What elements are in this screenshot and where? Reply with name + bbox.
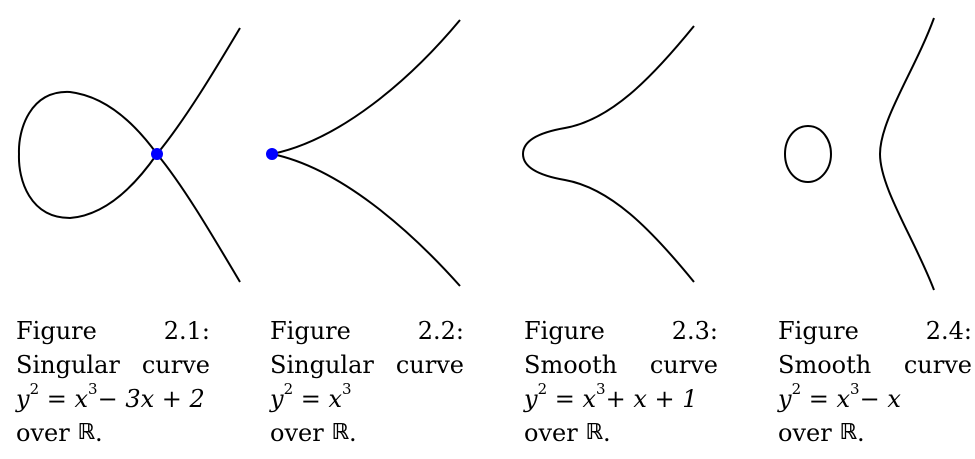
caption-title: Figure 2.4: <box>778 314 972 348</box>
caption-field: over ℝ. <box>524 416 718 450</box>
curve-kind: Smooth <box>524 351 618 379</box>
caption-field: over ℝ. <box>16 416 210 450</box>
caption-field: over ℝ. <box>270 416 464 450</box>
caption-title: Figure 2.1: <box>16 314 210 348</box>
curve-plot-2-2 <box>266 19 461 287</box>
curve-plot-2-3 <box>521 25 695 283</box>
curve-word: curve <box>903 351 972 379</box>
elliptic-curve-2-4-branch <box>878 17 935 291</box>
curve-plot-2-4 <box>783 17 935 291</box>
caption-kind: Singular curve <box>16 348 210 382</box>
elliptic-curve-2-4-oval <box>783 124 833 184</box>
caption-title: Figure 2.2: <box>270 314 464 348</box>
caption-kind: Smooth curve <box>778 348 972 382</box>
field-symbol: ℝ <box>585 420 603 445</box>
figure-number: 2.1: <box>163 317 210 345</box>
figure-label: Figure <box>16 317 97 345</box>
figure-label: Figure <box>778 317 859 345</box>
elliptic-curve-2-2 <box>271 19 461 287</box>
caption-kind: Singular curve <box>270 348 464 382</box>
caption-field: over ℝ. <box>778 416 972 450</box>
figure-number: 2.4: <box>925 317 972 345</box>
figure-label: Figure <box>270 317 351 345</box>
field-symbol: ℝ <box>77 420 95 445</box>
caption-title: Figure 2.3: <box>524 314 718 348</box>
curve-word: curve <box>395 351 464 379</box>
caption-kind: Smooth curve <box>524 348 718 382</box>
field-symbol: ℝ <box>839 420 857 445</box>
curve-plot-2-1 <box>17 27 241 283</box>
curve-kind: Smooth <box>778 351 872 379</box>
curve-kind: Singular <box>270 351 374 379</box>
curve-word: curve <box>649 351 718 379</box>
figure-number: 2.2: <box>417 317 464 345</box>
figure-label: Figure <box>524 317 605 345</box>
figure-number: 2.3: <box>671 317 718 345</box>
elliptic-curve-2-3 <box>521 25 695 283</box>
curve-kind: Singular <box>16 351 120 379</box>
singular-point-2-1 <box>151 148 163 160</box>
curve-word: curve <box>141 351 210 379</box>
elliptic-curve-2-1 <box>17 27 241 283</box>
singular-point-2-2 <box>266 148 278 160</box>
field-symbol: ℝ <box>331 420 349 445</box>
